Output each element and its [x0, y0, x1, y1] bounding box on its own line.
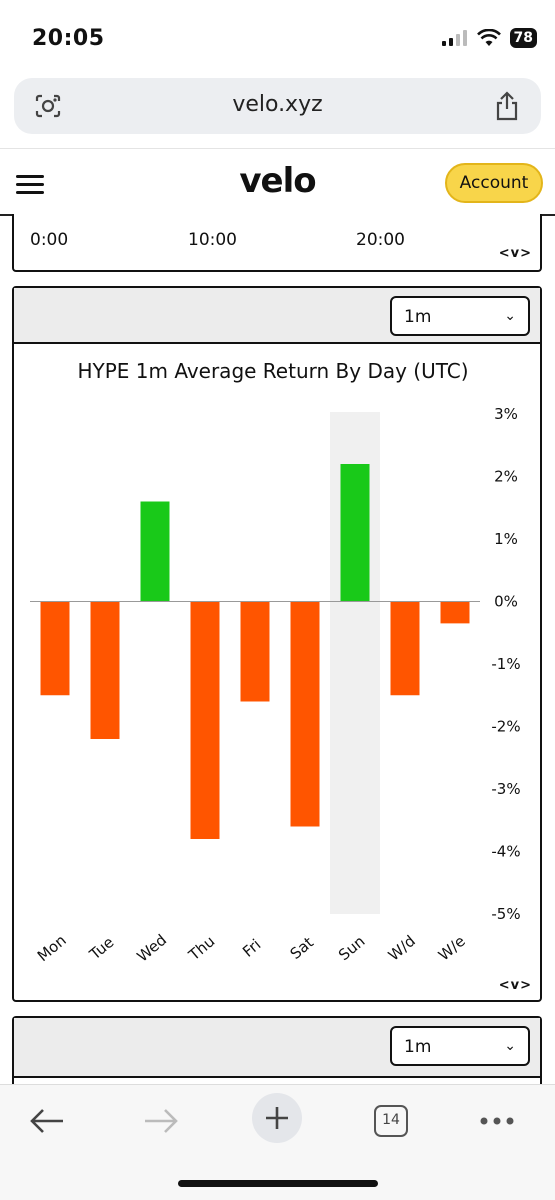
wifi-icon	[476, 29, 501, 46]
x-tick-label: Fri	[239, 936, 264, 961]
period-select[interactable]: 1m ⌄	[390, 1026, 530, 1066]
browser-toolbar: 14	[0, 1084, 555, 1200]
menu-icon[interactable]	[16, 175, 44, 195]
x-tick-label: Wed	[133, 931, 170, 966]
battery-indicator: 78	[509, 28, 537, 48]
chart-nav-arrows[interactable]: <v>	[498, 246, 532, 261]
forward-icon[interactable]	[136, 1101, 186, 1141]
chart-panel-header: 1m ⌄	[14, 288, 540, 344]
y-tick-label: 3%	[494, 405, 518, 423]
status-time: 20:05	[32, 26, 105, 51]
bar-wed[interactable]	[140, 501, 170, 602]
period-select-value: 1m	[404, 307, 432, 327]
x-tick-label: Sun	[335, 932, 368, 964]
x-tick-label: W/d	[385, 932, 419, 965]
home-indicator	[178, 1180, 378, 1187]
url-text[interactable]: velo.xyz	[232, 92, 323, 117]
y-tick-label: -1%	[491, 655, 520, 673]
y-tick-label: 1%	[494, 530, 518, 548]
time-axis-label: 20:00	[356, 230, 405, 250]
chevron-down-icon: ⌄	[504, 1038, 516, 1054]
page-lens-icon[interactable]	[34, 93, 62, 119]
back-icon[interactable]	[22, 1101, 72, 1141]
y-tick-label: 2%	[494, 468, 518, 486]
bar-mon[interactable]	[40, 601, 70, 696]
velo-logo[interactable]: velo	[239, 161, 316, 201]
bar-tue[interactable]	[90, 601, 120, 740]
url-bar[interactable]: velo.xyz	[14, 78, 541, 134]
chart-panel: 1m ⌄ HYPE 1m Average Return By Day (UTC)…	[12, 286, 542, 1002]
bar-thu[interactable]	[190, 601, 220, 840]
x-tick-label: Thu	[184, 932, 218, 965]
new-tab-icon[interactable]	[252, 1093, 302, 1143]
bar-fri[interactable]	[240, 601, 270, 702]
previous-chart-panel: 0:00 10:00 20:00 <v>	[12, 214, 542, 272]
time-axis-label: 10:00	[188, 230, 237, 250]
time-axis-label: 0:00	[30, 230, 69, 250]
chevron-down-icon: ⌄	[504, 308, 516, 324]
x-tick-label: W/e	[435, 932, 469, 965]
tab-count: 14	[374, 1105, 408, 1137]
tabs-button[interactable]: 14	[366, 1101, 416, 1141]
y-tick-label: -5%	[491, 905, 520, 923]
y-tick-label: -3%	[491, 780, 520, 798]
x-tick-label: Tue	[85, 933, 117, 964]
bar-wd[interactable]	[390, 601, 420, 696]
share-icon[interactable]	[495, 91, 519, 121]
bar-sat[interactable]	[290, 601, 320, 827]
y-tick-label: -4%	[491, 843, 520, 861]
chart-nav-arrows[interactable]: <v>	[498, 978, 532, 993]
next-chart-panel: 1m ⌄	[12, 1016, 542, 1096]
y-tick-label: -2%	[491, 718, 520, 736]
app-header: velo Account	[0, 148, 555, 216]
y-tick-label: 0%	[494, 593, 518, 611]
x-tick-label: Mon	[34, 931, 70, 965]
chart-title: HYPE 1m Average Return By Day (UTC)	[77, 359, 468, 383]
status-icons: 78	[441, 28, 537, 48]
x-tick-label: Sat	[287, 933, 318, 963]
more-icon[interactable]	[472, 1101, 522, 1141]
period-select-value: 1m	[404, 1037, 432, 1057]
next-panel-header: 1m ⌄	[14, 1018, 540, 1078]
account-button[interactable]: Account	[445, 163, 543, 203]
signal-icon	[441, 30, 467, 46]
return-by-day-chart: HYPE 1m Average Return By Day (UTC) 3% 2%…	[30, 359, 521, 966]
bar-sun[interactable]	[340, 464, 370, 602]
period-select[interactable]: 1m ⌄	[390, 296, 530, 336]
bar-we[interactable]	[440, 601, 470, 624]
